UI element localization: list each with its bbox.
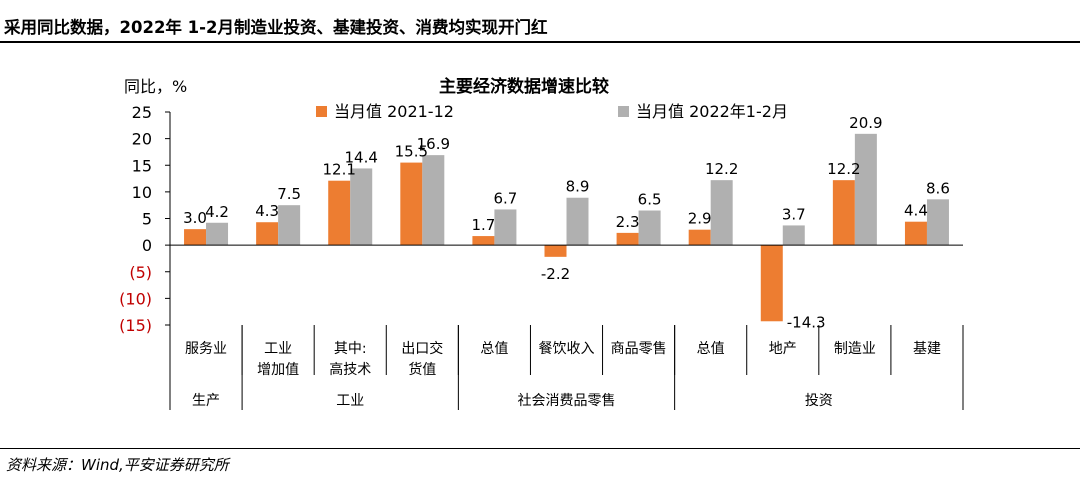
category-label: 出口交 — [401, 340, 443, 357]
category-label: 增加值 — [257, 362, 299, 378]
data-label: -14.3 — [787, 313, 826, 331]
bar-2021 — [256, 222, 279, 246]
data-label: 14.4 — [345, 148, 378, 166]
bar-2022 — [206, 222, 229, 246]
bar-2021 — [760, 245, 783, 322]
category-label: 货值 — [408, 361, 436, 378]
bar-2021 — [328, 180, 351, 246]
data-label: 7.5 — [277, 185, 301, 203]
y-tick-label: 10 — [132, 183, 152, 202]
category-label: 高技术 — [329, 361, 371, 378]
data-label: 8.9 — [566, 178, 590, 196]
y-tick-label: 25 — [132, 103, 152, 122]
data-label: 6.7 — [493, 189, 517, 207]
data-label: 20.9 — [849, 114, 882, 132]
y-axis-label: 同比，% — [124, 77, 187, 96]
group-label: 投资 — [805, 393, 833, 409]
group-label: 工业 — [336, 393, 364, 409]
bar-2022 — [350, 168, 373, 246]
data-label: 1.7 — [471, 216, 495, 234]
bar-2021 — [832, 180, 855, 246]
category-label: 餐饮收入 — [539, 341, 595, 357]
y-tick-label: (5) — [129, 263, 152, 282]
bar-2022 — [494, 209, 517, 246]
data-label: -2.2 — [541, 265, 570, 283]
chart-title: 主要经济数据增速比较 — [439, 76, 609, 97]
legend-swatch-2022 — [618, 106, 629, 117]
data-labels: 3.0 4.3 12.1 15.5 1.7 -2.2 2.3 2.9 -14.3 12.2 4.4 4… — [183, 114, 950, 331]
footer-rule — [0, 448, 1080, 449]
group-labels: 生产 工业 社会消费品零售 投资 — [192, 393, 833, 409]
y-tick-label: (15) — [119, 316, 152, 335]
data-label: 2.3 — [616, 213, 640, 231]
bar-2022 — [566, 197, 589, 246]
bar-2022 — [638, 210, 661, 246]
bar-2021 — [904, 221, 927, 246]
header-rule — [0, 41, 1080, 43]
legend-label-2022: 当月值 2022年1-2月 — [636, 102, 788, 121]
data-label: 6.5 — [638, 191, 662, 209]
y-tick-label: 5 — [142, 210, 152, 229]
bar-chart: 主要经济数据增速比较 同比，% 当月值 2021-12 当月值 2022年1-2… — [119, 76, 964, 410]
category-label: 工业 — [264, 341, 292, 357]
bar-2022 — [854, 133, 877, 246]
bar-2021 — [544, 245, 567, 257]
category-label: 服务业 — [185, 341, 227, 357]
data-label: 4.3 — [255, 202, 279, 220]
bars — [184, 133, 949, 322]
y-tick-label: 15 — [132, 156, 152, 175]
data-label: 3.0 — [183, 209, 207, 227]
category-label: 地产 — [769, 341, 797, 357]
bar-2021 — [616, 232, 639, 246]
category-label: 商品零售 — [611, 341, 667, 357]
data-label: 16.9 — [417, 135, 450, 153]
legend: 当月值 2021-12 当月值 2022年1-2月 — [316, 102, 788, 121]
bar-2022 — [422, 155, 445, 246]
y-tick-label: 0 — [142, 236, 152, 255]
group-label: 生产 — [192, 393, 220, 409]
legend-swatch-2021 — [316, 106, 327, 117]
bar-2022 — [710, 180, 733, 246]
category-label: 总值 — [697, 341, 725, 357]
category-label: 基建 — [913, 340, 941, 357]
data-label: 12.1 — [323, 161, 356, 179]
bar-2021 — [472, 236, 495, 246]
data-label: 4.4 — [904, 202, 928, 220]
footer-source: 资料来源：Wind,平安证券研究所 — [6, 456, 229, 474]
y-tick-label: 20 — [132, 130, 152, 149]
legend-label-2021: 当月值 2021-12 — [334, 102, 454, 121]
data-label: 2.9 — [688, 210, 712, 228]
data-label: 12.2 — [827, 160, 860, 178]
bar-2022 — [926, 199, 949, 246]
data-label: 3.7 — [782, 205, 806, 223]
bar-2021 — [688, 229, 711, 246]
header-title: 采用同比数据，2022年 1-2月制造业投资、基建投资、消费均实现开门红 — [4, 18, 548, 37]
category-label: 总值 — [480, 341, 508, 357]
group-label: 社会消费品零售 — [518, 393, 616, 409]
y-tick-label: (10) — [119, 289, 152, 308]
bar-2022 — [278, 205, 301, 246]
data-label: 8.6 — [926, 179, 950, 197]
data-label: 4.2 — [205, 203, 229, 221]
y-axis-ticks: 25 20 15 10 5 0 (5) (10) (15) — [119, 103, 152, 335]
bar-2022 — [782, 225, 805, 246]
data-label: 12.2 — [705, 160, 738, 178]
category-label: 制造业 — [834, 341, 876, 357]
bar-2021 — [400, 162, 423, 246]
bar-2021 — [184, 229, 207, 246]
category-label: 其中: — [334, 341, 367, 357]
axes — [165, 111, 964, 410]
data-label: 15.5 — [395, 143, 428, 161]
